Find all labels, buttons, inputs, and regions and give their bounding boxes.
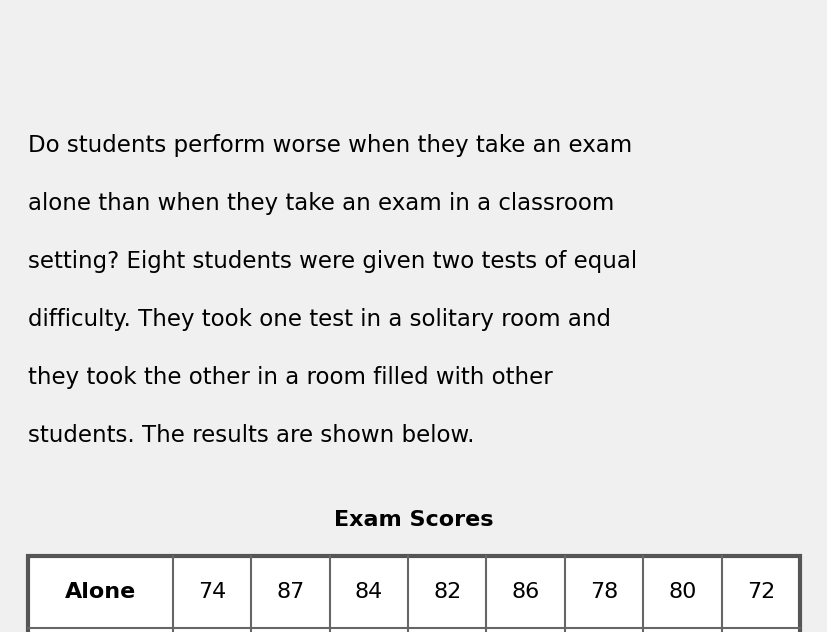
Text: 78: 78 — [589, 582, 618, 602]
Text: alone than when they take an exam in a classroom: alone than when they take an exam in a c… — [28, 192, 614, 215]
Text: difficulty. They took one test in a solitary room and: difficulty. They took one test in a soli… — [28, 308, 610, 331]
Text: setting? Eight students were given two tests of equal: setting? Eight students were given two t… — [28, 250, 636, 273]
Text: Alone: Alone — [65, 582, 136, 602]
Text: Exam Scores: Exam Scores — [334, 510, 493, 530]
Text: 86: 86 — [511, 582, 539, 602]
Text: they took the other in a room filled with other: they took the other in a room filled wit… — [28, 366, 552, 389]
Text: 82: 82 — [433, 582, 461, 602]
Text: 87: 87 — [276, 582, 304, 602]
Text: 74: 74 — [198, 582, 226, 602]
Text: 72: 72 — [746, 582, 774, 602]
Text: 80: 80 — [667, 582, 696, 602]
Text: Do students perform worse when they take an exam: Do students perform worse when they take… — [28, 134, 632, 157]
Text: 84: 84 — [355, 582, 383, 602]
Text: students. The results are shown below.: students. The results are shown below. — [28, 424, 474, 447]
